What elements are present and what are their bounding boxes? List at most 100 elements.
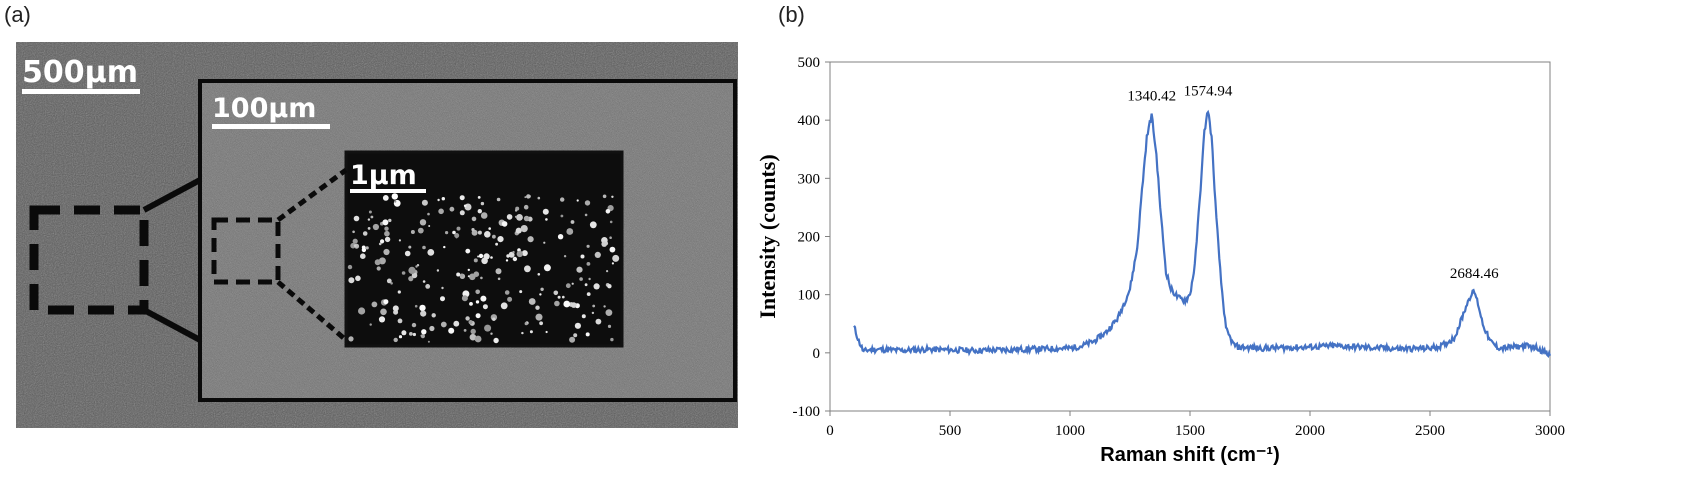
peak-label: 1340.42 xyxy=(1127,88,1176,104)
nanoparticle xyxy=(380,308,387,316)
nanoparticle xyxy=(438,208,444,215)
y-tick-label: 500 xyxy=(798,55,821,71)
nanoparticle xyxy=(383,299,389,305)
nanoparticle xyxy=(428,225,431,227)
x-tick-label: 2000 xyxy=(1295,423,1325,439)
nanoparticle xyxy=(429,325,435,332)
nanoparticle xyxy=(463,329,467,332)
nanoparticle xyxy=(523,215,530,222)
nanoparticle xyxy=(482,304,488,310)
plot-frame xyxy=(829,61,1551,412)
nanoparticle xyxy=(404,250,411,257)
nanoparticle xyxy=(557,295,561,299)
nanoparticle xyxy=(372,223,379,231)
nanoparticle xyxy=(477,209,482,214)
nanoparticle xyxy=(512,256,518,262)
nanoparticle xyxy=(391,193,398,200)
nanoparticle xyxy=(495,268,502,275)
nanoparticle xyxy=(520,225,528,233)
connector-line xyxy=(276,167,348,223)
x-tick-label: 3000 xyxy=(1535,423,1565,439)
nanoparticle xyxy=(609,246,616,253)
nanoparticle xyxy=(414,304,418,308)
nanoparticle xyxy=(516,250,523,258)
nanoparticle xyxy=(478,253,484,259)
nanoparticle xyxy=(422,245,426,250)
connector-line xyxy=(142,307,202,343)
x-tick-label: 1500 xyxy=(1175,423,1205,439)
nanoparticle xyxy=(441,286,444,290)
nanoparticle xyxy=(386,278,392,284)
connector-line xyxy=(142,177,202,213)
nanoparticle xyxy=(382,219,389,226)
peak-annotations: 1340.42 1574.94 2684.46 xyxy=(1127,84,1499,282)
nanoparticle xyxy=(526,194,531,199)
sem-inner-region xyxy=(344,150,624,348)
nanoparticle xyxy=(367,218,371,221)
nanoparticle xyxy=(473,258,478,263)
nanoparticles xyxy=(347,193,620,344)
nanoparticle xyxy=(529,330,533,334)
nanoparticle xyxy=(514,215,518,218)
nanoparticle xyxy=(392,305,399,312)
nanoparticle xyxy=(496,197,501,202)
nanoparticle xyxy=(607,284,612,289)
nanoparticle xyxy=(408,245,412,249)
nanoparticle xyxy=(421,199,428,206)
nanoparticle xyxy=(420,310,427,317)
nanoparticle xyxy=(524,265,531,273)
nanoparticle xyxy=(569,336,576,343)
nanoparticle xyxy=(378,316,386,323)
nanoparticle xyxy=(410,230,415,234)
nanoparticle xyxy=(397,318,403,324)
nanoparticle xyxy=(397,290,401,294)
nanoparticle xyxy=(427,340,430,343)
nanoparticle xyxy=(602,194,607,199)
nanoparticle xyxy=(427,249,435,256)
x-tick-label: 0 xyxy=(826,423,834,439)
y-tick-label: 300 xyxy=(798,171,821,187)
nanoparticle xyxy=(401,330,407,336)
nanoparticle xyxy=(477,255,480,258)
y-tick-label: 100 xyxy=(798,288,821,304)
nanoparticle xyxy=(506,214,513,220)
outer-dashed-selection xyxy=(29,205,149,315)
nanoparticle xyxy=(469,302,473,306)
nanoparticle xyxy=(480,295,487,302)
nanoparticle xyxy=(492,234,496,239)
nanoparticle xyxy=(584,283,588,287)
nanoparticle xyxy=(468,320,473,325)
chart-axes xyxy=(829,61,1551,412)
nanoparticle xyxy=(589,221,597,229)
nanoparticle xyxy=(493,337,499,344)
nanoparticle xyxy=(484,324,492,332)
nanoparticle xyxy=(371,301,378,308)
nanoparticle xyxy=(557,234,564,240)
y-tick-label: 400 xyxy=(798,113,821,129)
nanoparticle xyxy=(543,241,546,244)
nanoparticle xyxy=(535,313,543,321)
nanoparticle xyxy=(595,318,602,325)
nanoparticle xyxy=(419,304,426,312)
nanoparticle xyxy=(611,262,615,265)
nanoparticle xyxy=(612,254,620,262)
nanoparticle xyxy=(539,293,542,296)
nanoparticle xyxy=(473,271,480,278)
nanoparticle xyxy=(394,200,397,203)
scale-bar-label-middle: 100µm xyxy=(212,93,316,124)
nanoparticle xyxy=(474,335,482,343)
nanoparticle xyxy=(611,195,614,198)
nanoparticle xyxy=(445,231,449,235)
nanoparticle xyxy=(384,230,390,237)
nanoparticle xyxy=(431,313,436,318)
nanoparticle xyxy=(415,265,418,268)
nanoparticle xyxy=(537,196,541,200)
nanoparticle xyxy=(554,300,560,307)
nanoparticle xyxy=(477,230,482,235)
x-tick-label: 2500 xyxy=(1415,423,1445,439)
nanoparticle xyxy=(565,283,571,289)
x-tick-label: 500 xyxy=(939,423,962,439)
nanoparticle xyxy=(408,266,416,274)
nanoparticle xyxy=(593,283,600,290)
panel-b-label: (b) xyxy=(778,2,805,27)
